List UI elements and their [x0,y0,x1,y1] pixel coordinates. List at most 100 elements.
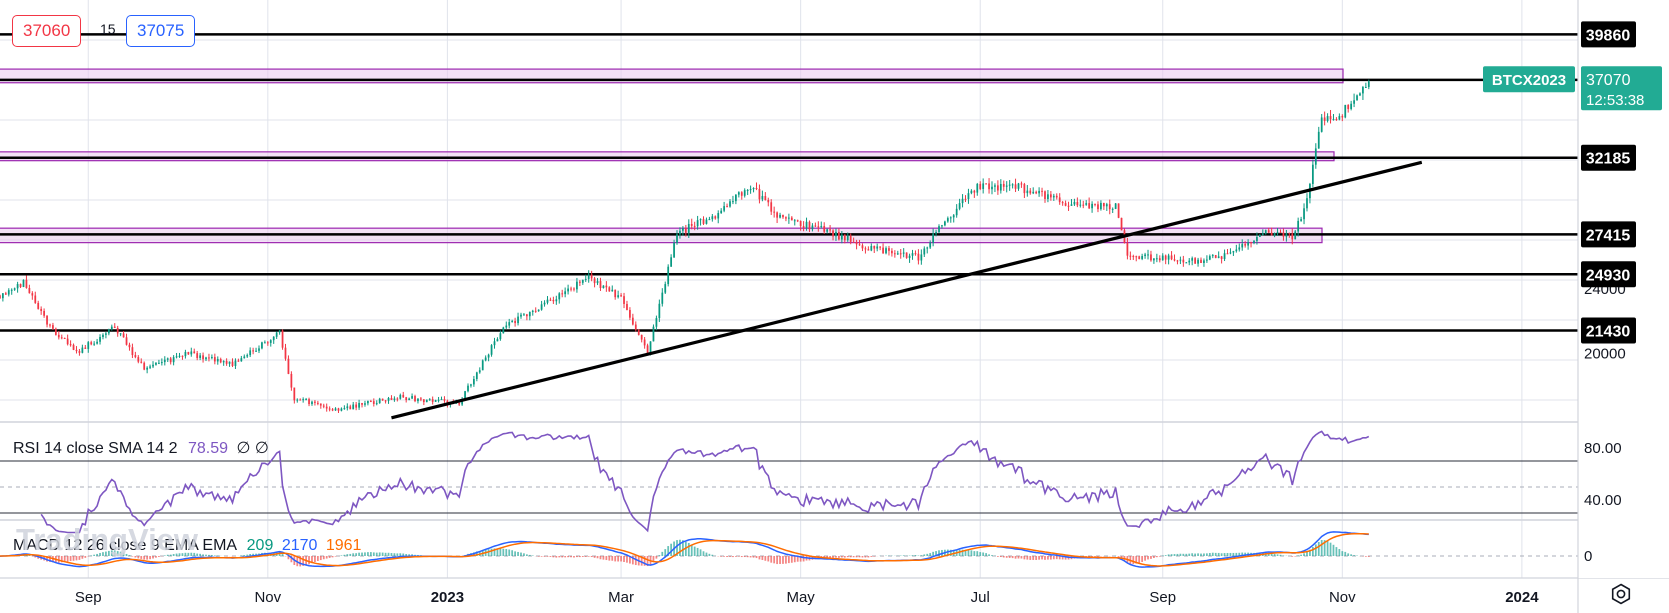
candle-body [1353,100,1355,104]
macd-histogram-bar [496,548,499,556]
ask-price-box[interactable]: 37075 [126,15,196,47]
candle-body [979,183,982,189]
candle-body [1188,260,1191,263]
candle-body [578,281,581,283]
candle-body [384,400,387,402]
macd-histogram-bar [1347,553,1350,556]
macd-histogram-bar [623,556,625,563]
macd-histogram-bar [640,556,643,566]
macd-histogram-bar [587,556,590,557]
macd-histogram-bar [961,549,964,556]
macd-histogram-bar [767,556,770,562]
candle-body [708,219,711,221]
rsi-line [40,430,1370,534]
macd-histogram-bar [1020,556,1023,559]
candle-body [1117,203,1120,218]
candle-body [431,399,434,402]
candle-body [425,399,428,403]
macd-histogram-bar [702,551,705,556]
candle-body [166,358,169,360]
candle-body [1088,203,1091,209]
macd-histogram-bar [991,555,993,556]
candle-body [1173,259,1176,261]
candle-body [546,299,549,303]
macd-histogram-bar [166,554,169,556]
candle-body [826,229,829,232]
candle-body [228,361,231,364]
macd-histogram-bar [340,555,343,556]
macd-histogram-bar [646,556,649,567]
gear-icon[interactable] [1610,583,1632,605]
macd-histogram-bar [1147,556,1149,560]
candle-body [882,247,884,254]
candle-body [364,403,366,405]
candle-body [331,409,334,411]
macd-histogram-bar [81,556,84,559]
macd-histogram-bar [396,553,399,556]
candle-body [1253,240,1255,244]
candle-body [1223,253,1226,260]
candle-body [770,202,773,212]
macd-histogram-bar [935,551,937,556]
candle-body [299,399,302,401]
candle-body [1011,184,1014,186]
candle-body [1147,254,1149,256]
candle-body [408,398,411,400]
macd-histogram-bar [843,556,846,558]
candle-body [796,220,799,222]
macd-histogram-bar [1326,540,1329,556]
bid-price-box[interactable]: 37060 [12,15,82,47]
macd-histogram-bar [517,551,519,556]
candle-body [1208,256,1211,260]
candle-body [278,330,281,333]
candle-body [637,329,640,335]
candle-body [1294,231,1297,240]
candle-body [599,281,602,289]
candle-body [1176,260,1179,262]
candle-body [1364,87,1367,89]
macd-histogram-bar [926,553,929,556]
candle-body [311,401,313,405]
macd-histogram-bar [393,553,396,556]
candle-body [1264,230,1267,234]
candle-body [231,361,234,366]
candle-body [852,241,855,243]
macd-histogram-bar [107,550,110,556]
candle-body [840,234,843,240]
candle-body [52,325,54,329]
macd-histogram-bar [920,555,923,556]
candle-body [1200,259,1202,264]
macd-histogram-bar [490,548,493,556]
candle-body [602,285,605,289]
macd-label: MACD 12 26 close 9 EMA EMA [13,537,237,554]
y-tick-label: 20000 [1584,346,1626,363]
candle-body [325,406,328,409]
candle-body [991,186,993,190]
candle-body [735,194,737,202]
macd-histogram-bar [923,554,926,556]
macd-histogram-bar [1309,549,1311,556]
macd-histogram-bar [670,543,673,556]
candle-body [249,350,252,356]
candle-body [811,225,814,230]
candle-body [1035,191,1038,194]
rsi-legend[interactable]: RSI 14 close SMA 14 2 78.59 ∅ ∅ [13,438,269,458]
macd-histogram-bar [314,556,316,563]
x-tick-label: Nov [254,589,281,606]
candle-body [814,225,817,227]
candle-body [372,401,375,404]
candle-body [1064,203,1067,206]
candle-body [264,342,266,344]
candle-body [1020,183,1023,185]
candle-body [1026,190,1029,194]
candle-body [1005,185,1008,187]
candle-body [54,328,57,335]
candle-body [511,320,514,323]
macd-legend[interactable]: MACD 12 26 close 9 EMA EMA 209 2170 1961 [13,537,361,555]
candle-body [888,248,890,251]
candle-body [355,404,358,408]
candle-body [1206,259,1208,261]
macd-histogram-bar [60,556,63,563]
candle-body [1144,254,1146,257]
